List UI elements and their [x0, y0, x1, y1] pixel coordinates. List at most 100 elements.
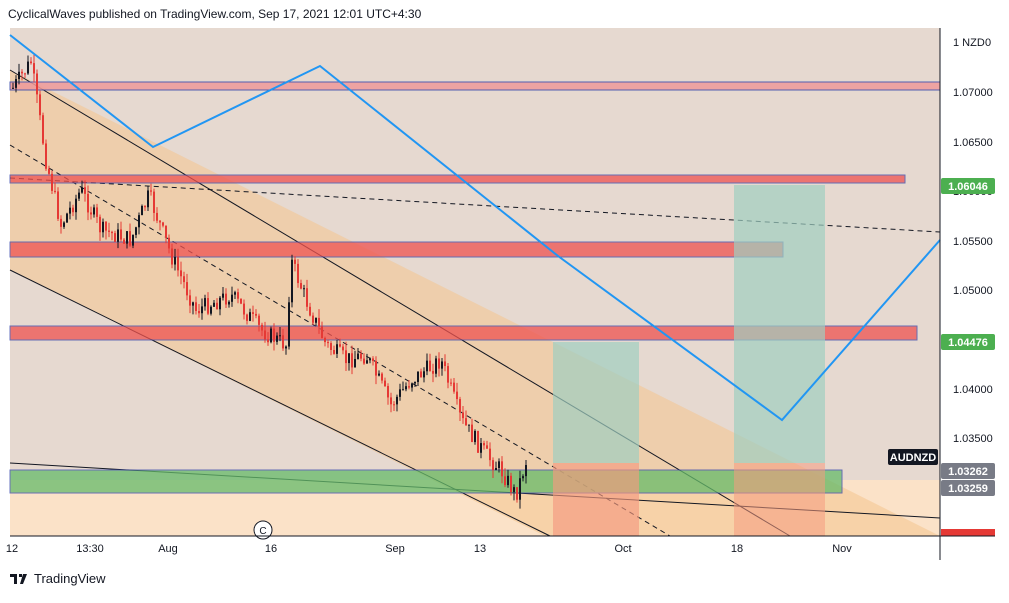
candle-body: [282, 335, 284, 349]
price-badge-bg: [941, 463, 995, 479]
candle-body: [351, 353, 353, 368]
candle-body: [300, 283, 302, 289]
projection-1-target[interactable]: [553, 342, 639, 463]
candle-body: [264, 330, 266, 340]
candle-body: [408, 386, 410, 388]
projection-2-stop[interactable]: [734, 463, 825, 536]
candle-body: [324, 338, 326, 343]
candle-body: [510, 475, 512, 493]
candle-body: [171, 248, 173, 265]
candle-body: [276, 335, 278, 342]
candle-body: [24, 73, 26, 75]
candle-body: [447, 366, 449, 383]
price-tick-label: 1.05500: [953, 236, 993, 248]
candle-body: [243, 303, 245, 315]
tradingview-logo-icon: [10, 573, 27, 584]
zone-1-05400[interactable]: [9, 241, 784, 258]
candle-body: [516, 487, 518, 500]
candle-body: [525, 465, 527, 477]
candle-body: [87, 193, 89, 213]
candle-body: [279, 335, 281, 337]
price-badge-label: AUDNZD: [890, 452, 936, 464]
candle-body: [309, 306, 311, 316]
candle-body: [390, 397, 392, 405]
zone-1-04600[interactable]: [9, 325, 918, 341]
candle-body: [198, 310, 200, 314]
price-scale-red-marker: [941, 529, 995, 536]
candle-body: [423, 371, 425, 378]
candle-body: [483, 443, 485, 446]
candle-body: [33, 63, 35, 74]
price-tick-label: 1.03500: [953, 433, 993, 445]
projection-1-stop[interactable]: [553, 463, 639, 536]
candle-body: [498, 461, 500, 468]
candle-body: [72, 207, 74, 213]
candle-body: [60, 218, 62, 227]
time-tick-label: 13: [474, 543, 486, 555]
candle-body: [156, 212, 158, 221]
candle-body: [69, 207, 71, 214]
candle-body: [153, 191, 155, 213]
candle-body: [84, 187, 86, 194]
footer-brand[interactable]: TradingView: [10, 571, 106, 586]
candle-body: [441, 361, 443, 369]
candle-body: [168, 237, 170, 249]
candle-body: [219, 297, 221, 310]
candle-body: [396, 396, 398, 405]
candle-body: [237, 292, 239, 299]
candle-body: [297, 263, 299, 284]
candle-body: [372, 358, 374, 362]
candle-body: [21, 71, 23, 74]
candle-body: [141, 205, 143, 216]
candle-body: [522, 476, 524, 479]
candle-body: [444, 361, 446, 367]
candle-body: [228, 301, 230, 305]
candle-body: [108, 230, 110, 232]
candle-body: [345, 350, 347, 364]
candle-body: [255, 313, 257, 316]
candle-body: [258, 315, 260, 325]
candle-body: [99, 216, 101, 233]
candle-body: [114, 233, 116, 242]
cycle-marker-icon[interactable]: [253, 520, 273, 540]
candle-body: [30, 61, 32, 64]
zone-1-07000[interactable]: [9, 81, 941, 91]
candle-body: [459, 399, 461, 413]
candle-body: [378, 373, 380, 376]
price-scale[interactable]: [941, 28, 1001, 536]
candle-body: [18, 71, 20, 80]
footer-brand-label: TradingView: [34, 571, 106, 586]
candle-body: [129, 231, 131, 246]
candle-body: [78, 192, 80, 199]
candle-body: [474, 430, 476, 443]
candle-body: [231, 294, 233, 302]
candle-body: [411, 383, 413, 388]
candle-body: [327, 342, 329, 344]
candle-body: [177, 256, 179, 271]
time-tick-label: 13:30: [76, 543, 104, 555]
candle-body: [354, 359, 356, 368]
candle-body: [45, 143, 47, 169]
candle-body: [381, 373, 383, 381]
candle-body: [126, 231, 128, 244]
projection-2-target[interactable]: [734, 185, 825, 463]
candle-body: [339, 344, 341, 347]
candle-body: [117, 229, 119, 242]
candle-body: [246, 314, 248, 321]
candle-body: [393, 404, 395, 406]
candle-body: [39, 94, 41, 116]
candle-body: [63, 222, 65, 227]
price-tick-label: 1.07000: [953, 87, 993, 99]
candle-body: [192, 302, 194, 306]
candle-body: [102, 221, 104, 233]
candle-body: [477, 430, 479, 453]
candle-body: [234, 292, 236, 295]
publisher-header: CyclicalWaves published on TradingView.c…: [8, 7, 422, 21]
candle-body: [249, 312, 251, 321]
candle-body: [471, 424, 473, 443]
candle-body: [384, 380, 386, 387]
support-zone-1-03200[interactable]: [9, 469, 843, 494]
candle-body: [261, 324, 263, 331]
